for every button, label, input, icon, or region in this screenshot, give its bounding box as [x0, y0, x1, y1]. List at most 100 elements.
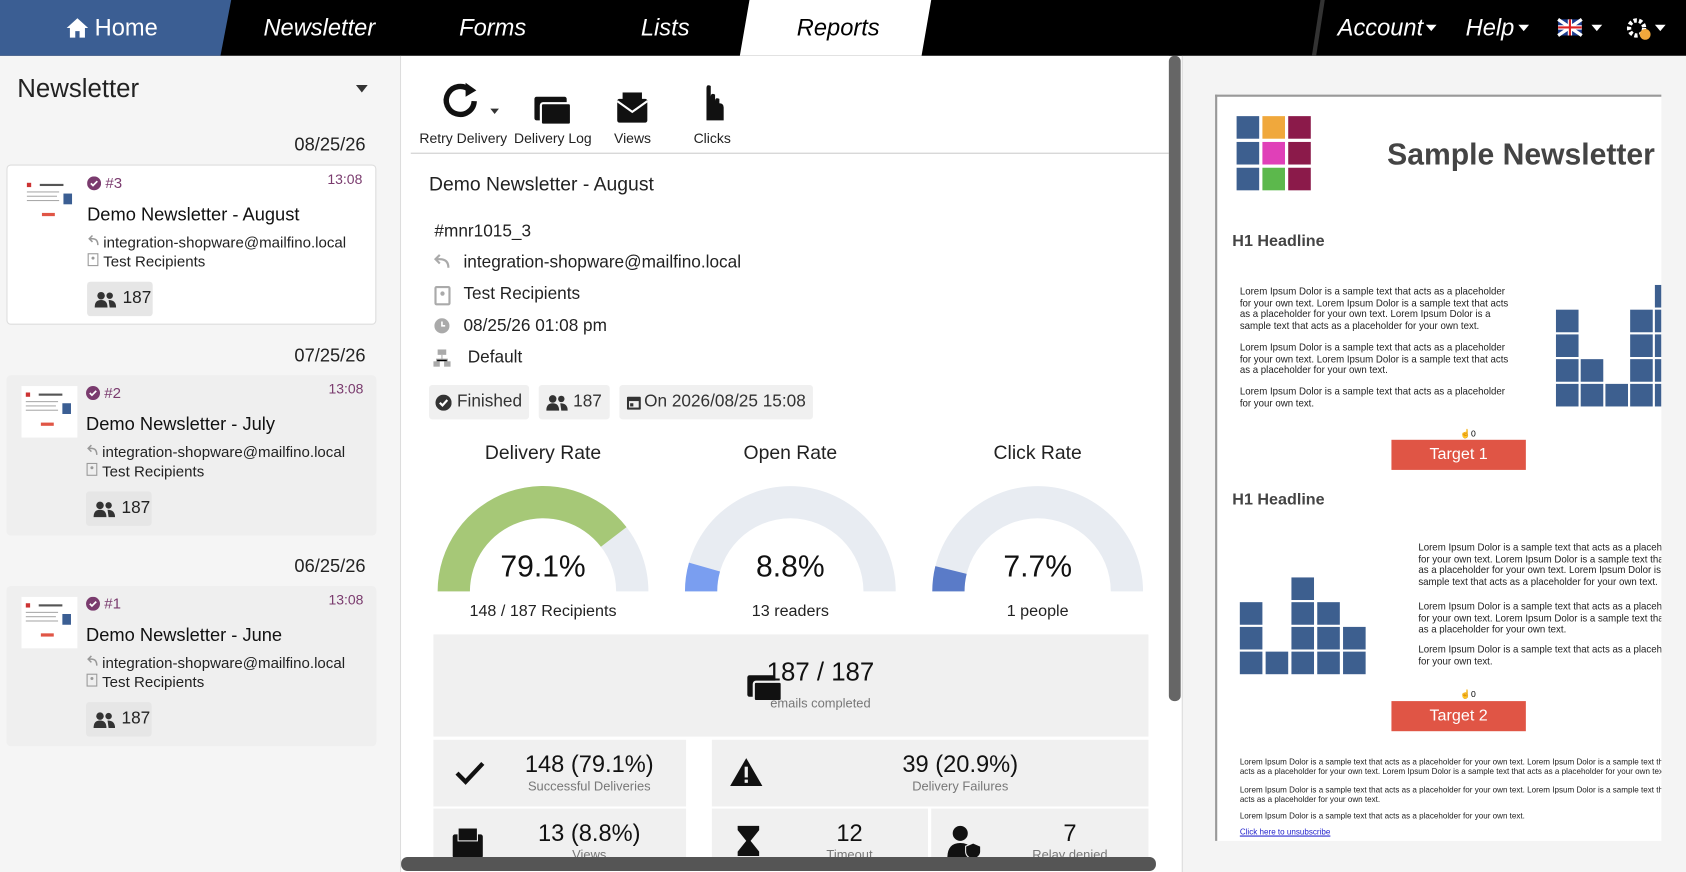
tile	[1630, 383, 1653, 407]
target-button[interactable]: Target 1	[1391, 439, 1526, 470]
paragraph: Lorem Ipsum Dolor is a sample text that …	[1418, 601, 1662, 635]
headline: H1 Headline	[1232, 232, 1325, 251]
nav-help[interactable]: Help	[1465, 13, 1515, 41]
target-button[interactable]: Target 2	[1391, 701, 1526, 732]
date-badge: On 2026/08/25 15:08	[619, 384, 814, 420]
card-sender: integration-shopware@mailfino.local	[102, 443, 346, 461]
gauge-arc	[684, 486, 896, 592]
toolbar-retry[interactable]: Retry Delivery	[419, 130, 508, 147]
nav-home[interactable]: Home	[94, 13, 158, 41]
click-count-text: 0	[1470, 689, 1476, 699]
card-time: 13:08	[328, 380, 364, 397]
card-title: Demo Newsletter - July	[86, 413, 275, 435]
tile	[1239, 651, 1263, 675]
gauge-fill	[437, 486, 627, 592]
card-recipients: Test Recipients	[102, 462, 205, 480]
dropdown-icon[interactable]	[355, 84, 369, 94]
tile	[1288, 167, 1311, 191]
gauge-title: Open Rate	[743, 441, 838, 464]
card-number: #1	[104, 594, 122, 612]
check-icon	[86, 386, 101, 401]
people-icon	[94, 291, 117, 308]
count-text: 187	[573, 392, 602, 411]
stat-icon	[737, 825, 760, 856]
stat-label: Relay denied	[1032, 847, 1108, 858]
tile	[1654, 383, 1662, 407]
tile	[1343, 651, 1366, 675]
tile	[1236, 116, 1260, 139]
detail-id: #mnr1015_3	[434, 222, 532, 241]
date-heading: 06/25/26	[294, 555, 366, 577]
toolbar-log[interactable]: Delivery Log	[513, 130, 592, 147]
card-time: 13:08	[327, 170, 363, 188]
stat-box: 187 / 187 emails completed	[433, 634, 1149, 737]
nav-reports[interactable]: Reports	[796, 13, 880, 41]
gauge-arc	[932, 486, 1144, 592]
h-scrollbar[interactable]	[401, 857, 1156, 871]
detail-sender: integration-shopware@mailfino.local	[463, 253, 742, 273]
v-scrollbar[interactable]	[1168, 55, 1181, 702]
gauge-fill	[684, 562, 721, 592]
check-icon	[435, 394, 452, 411]
headline: H1 Headline	[1232, 490, 1325, 509]
detail-title: Demo Newsletter - August	[429, 173, 654, 195]
divider	[410, 152, 1169, 154]
newsletter-card[interactable]: #2 13:08 Demo Newsletter - July integrat…	[6, 375, 377, 536]
nav-newsletter[interactable]: Newsletter	[263, 13, 376, 41]
tile	[1654, 309, 1662, 333]
card-count-badge: 187	[86, 491, 152, 526]
toolbar-views[interactable]: Views	[613, 130, 652, 147]
card-recipients: Test Recipients	[102, 673, 205, 691]
stat-icon	[452, 827, 483, 858]
card-count: 187	[121, 709, 151, 728]
stat-label: Delivery Failures	[912, 778, 1009, 794]
tile	[1262, 167, 1285, 191]
card-recipients: Test Recipients	[103, 252, 206, 270]
tile	[1317, 602, 1340, 625]
stat-label: emails completed	[770, 695, 871, 711]
card-icons	[86, 655, 98, 687]
tile	[1580, 359, 1604, 382]
card-title: Demo Newsletter - August	[87, 204, 300, 225]
nav-forms[interactable]: Forms	[459, 13, 527, 41]
tile	[1291, 651, 1315, 675]
gauge-value: 8.8%	[756, 549, 825, 583]
calendar-icon	[626, 396, 641, 410]
tile	[1291, 577, 1315, 601]
people-icon	[93, 712, 116, 728]
tile	[1580, 383, 1604, 407]
tile	[1317, 626, 1340, 650]
tile	[1630, 334, 1653, 357]
tile	[1555, 359, 1579, 382]
nav-bar	[0, 0, 1686, 56]
report-panel: Retry Delivery Delivery Log Views Clicks…	[401, 55, 1169, 858]
gauge-caption: 13 readers	[751, 602, 829, 621]
nav-account[interactable]: Account	[1337, 13, 1424, 41]
count-badge: 187	[538, 384, 610, 420]
card-time: 13:08	[328, 591, 364, 608]
tile	[1654, 284, 1662, 308]
stat-box: 148 (79.1%) Successful Deliveries	[433, 739, 687, 807]
nav-lists[interactable]: Lists	[640, 13, 690, 41]
tile	[1239, 626, 1263, 650]
people-icon	[546, 395, 568, 411]
tile	[1605, 383, 1629, 407]
stat-value: 39 (20.9%)	[902, 750, 1019, 778]
card-sender: integration-shopware@mailfino.local	[103, 233, 347, 251]
gauge-track	[932, 486, 1144, 592]
people-icon	[93, 501, 116, 518]
stat-icon	[947, 825, 982, 858]
footer-paragraph: Lorem Ipsum Dolor is a sample text that …	[1239, 810, 1525, 821]
preview-graphics	[1236, 116, 1662, 675]
gauge-arc	[437, 486, 649, 592]
toolbar-clicks[interactable]: Clicks	[693, 130, 731, 147]
newsletter-card[interactable]: #3 13:08 Demo Newsletter - August integr…	[6, 164, 377, 325]
click-count: ☝0	[1460, 689, 1476, 699]
check-icon	[87, 176, 102, 191]
unsubscribe-link[interactable]: Click here to unsubscribe	[1239, 826, 1331, 837]
stat-value: 13 (8.8%)	[537, 819, 641, 847]
newsletter-card[interactable]: #1 13:08 Demo Newsletter - June integrat…	[6, 586, 377, 747]
date-heading: 08/25/26	[294, 134, 366, 155]
tile	[1630, 359, 1653, 382]
